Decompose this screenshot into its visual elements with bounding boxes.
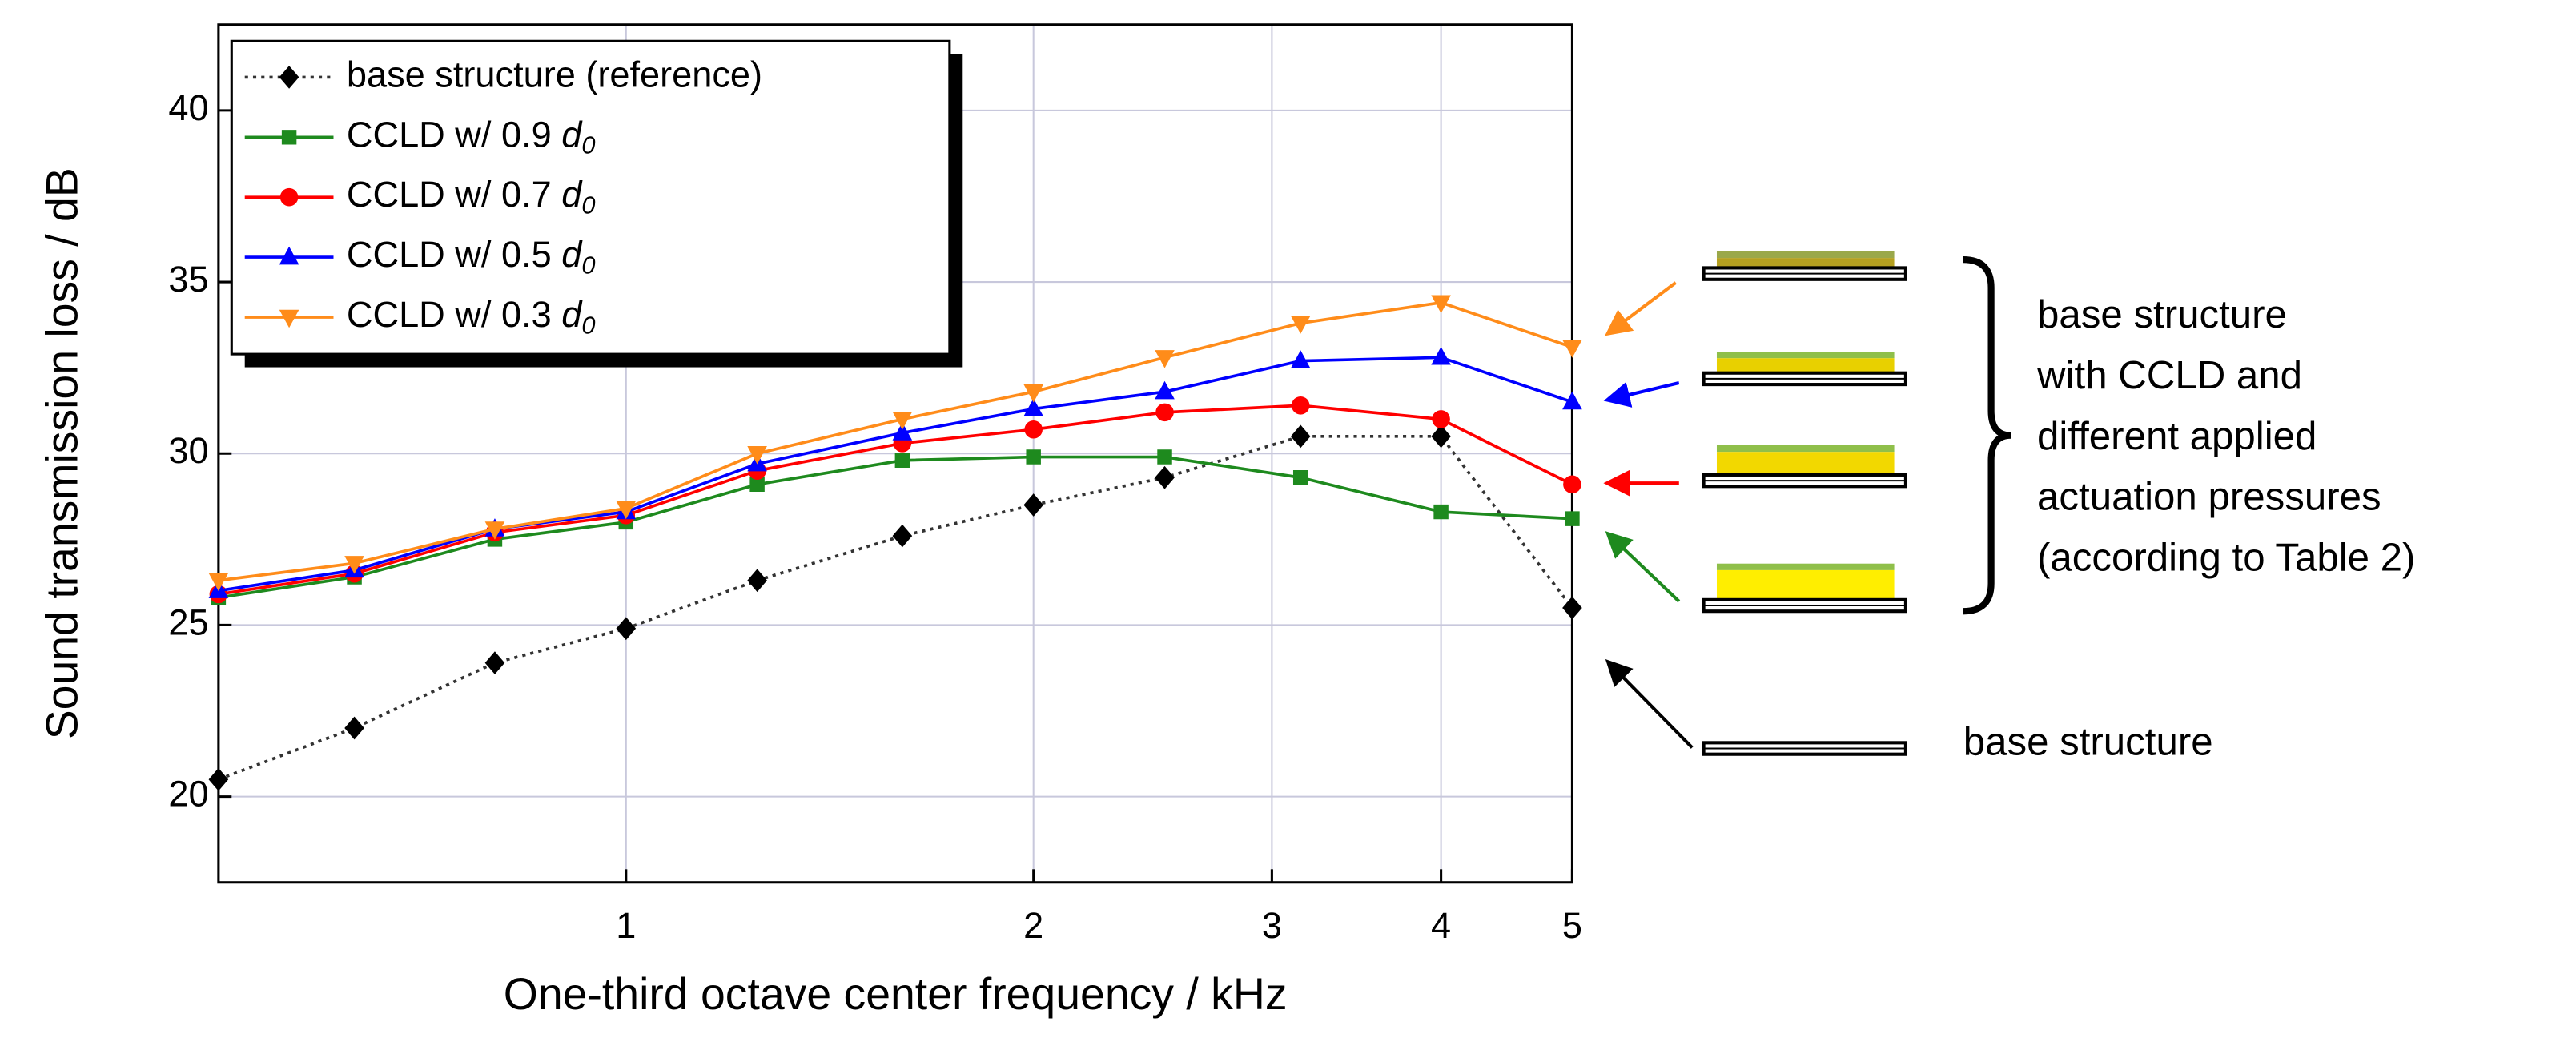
series-line <box>218 434 1573 781</box>
annotation: actuation pressures <box>2037 475 2381 519</box>
marker <box>616 501 637 520</box>
marker <box>344 716 364 740</box>
x-axis-label: One-third octave center frequency / kHz <box>504 969 1288 1019</box>
marker <box>1155 350 1175 368</box>
marker <box>208 767 229 791</box>
marker <box>1290 350 1311 368</box>
x-tick-label: 2 <box>1023 905 1043 946</box>
icon-ccld-0.9 <box>1702 563 1907 614</box>
y-tick-label: 35 <box>168 259 208 300</box>
legend-label: base structure (reference) <box>347 54 762 95</box>
marker <box>1433 504 1449 520</box>
legend-label: CCLD w/ 0.9 d0 <box>347 114 596 159</box>
arrow <box>1605 281 1677 336</box>
marker <box>1155 380 1175 400</box>
marker <box>894 453 910 469</box>
x-tick-label: 5 <box>1562 905 1582 946</box>
marker <box>1565 511 1580 526</box>
y-tick-label: 40 <box>168 87 208 128</box>
y-axis-label: Sound transmission loss / dB <box>38 167 87 739</box>
marker <box>1431 295 1451 314</box>
marker <box>1026 449 1041 465</box>
marker <box>281 130 297 145</box>
annotation: base structure <box>1963 719 2213 763</box>
icon-ccld-0.5 <box>1702 352 1907 387</box>
marker <box>1291 396 1310 415</box>
marker <box>1290 316 1311 334</box>
annotation: (according to Table 2) <box>2037 536 2415 580</box>
marker <box>1562 340 1582 358</box>
annotation: base structure <box>2037 292 2287 336</box>
icon-base <box>1702 741 1907 756</box>
marker <box>1155 403 1174 422</box>
x-tick-label: 1 <box>616 905 636 946</box>
marker <box>1157 449 1172 465</box>
marker <box>1563 475 1581 494</box>
brace <box>1963 256 2011 615</box>
arrow <box>1605 531 1681 603</box>
marker <box>279 246 299 265</box>
marker <box>279 309 299 328</box>
annotation: with CCLD and <box>2036 353 2302 397</box>
legend <box>230 39 951 356</box>
icon-ccld-0.7 <box>1702 445 1907 489</box>
marker <box>892 412 913 430</box>
marker <box>1023 384 1044 403</box>
marker <box>1023 398 1044 416</box>
marker <box>279 187 299 207</box>
marker <box>616 617 637 641</box>
marker <box>1024 420 1043 439</box>
arrow <box>1605 659 1694 749</box>
x-tick-label: 3 <box>1262 905 1282 946</box>
marker <box>749 477 765 493</box>
annotation: different applied <box>2037 414 2317 458</box>
legend-label: CCLD w/ 0.5 d0 <box>347 234 596 280</box>
legend-label: CCLD w/ 0.7 d0 <box>347 174 596 219</box>
y-tick-label: 30 <box>168 430 208 471</box>
marker <box>892 422 913 441</box>
structure-diagrams <box>1603 251 2011 756</box>
plot-frame <box>217 23 1573 884</box>
marker <box>208 573 229 592</box>
arrow <box>1603 381 1680 408</box>
marker <box>1562 391 1582 410</box>
marker <box>344 556 364 574</box>
x-tick-label: 4 <box>1431 905 1451 946</box>
y-tick-label: 25 <box>168 601 208 642</box>
marker <box>1292 470 1308 485</box>
y-tick-label: 20 <box>168 774 208 815</box>
marker <box>1431 346 1451 365</box>
marker <box>1432 410 1450 428</box>
legend-label: CCLD w/ 0.3 d0 <box>347 294 596 340</box>
icon-ccld-0.3 <box>1702 251 1907 281</box>
marker <box>747 446 767 465</box>
marker <box>484 521 505 540</box>
